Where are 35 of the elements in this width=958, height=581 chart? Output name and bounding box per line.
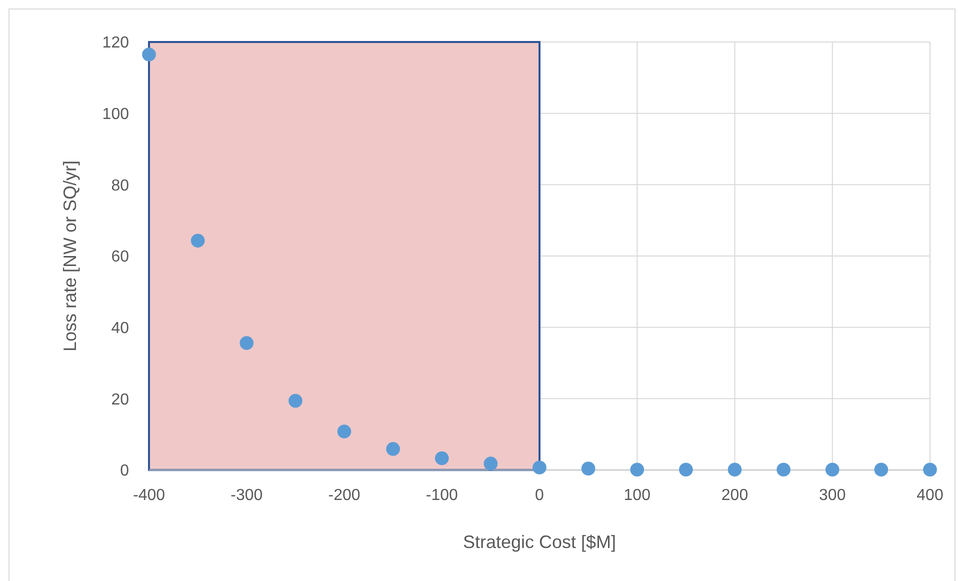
- x-tick-label: 300: [819, 487, 846, 504]
- point: [679, 462, 693, 477]
- point: [728, 462, 742, 477]
- x-tick-label: -300: [230, 487, 263, 504]
- point: [776, 462, 790, 477]
- point: [581, 462, 596, 476]
- y-tick-label: 60: [111, 248, 130, 266]
- y-tick-label: 40: [111, 320, 130, 337]
- x-tick-label: 100: [624, 487, 651, 504]
- point: [142, 48, 156, 62]
- y-tick-label: 20: [111, 391, 130, 408]
- point: [825, 462, 840, 477]
- point: [484, 456, 498, 470]
- y-tick-label: 80: [111, 177, 130, 194]
- point: [874, 462, 888, 477]
- point: [630, 462, 644, 477]
- point: [532, 460, 546, 474]
- y-axis-title: Loss rate [NW or SQ/yr]: [60, 160, 80, 352]
- y-tick-label: 100: [102, 106, 130, 123]
- x-tick-label: -100: [426, 487, 458, 504]
- x-axis-title: Strategic Cost [$M]: [462, 532, 616, 552]
- x-tick-label: -200: [328, 487, 360, 504]
- point: [386, 442, 400, 456]
- point: [923, 462, 937, 477]
- x-tick-label: 0: [535, 487, 544, 504]
- x-tick-label: 400: [916, 487, 944, 504]
- x-tick-label: 200: [721, 487, 748, 504]
- point: [434, 451, 449, 466]
- x-tick-label: -400: [132, 487, 166, 504]
- point: [190, 234, 205, 248]
- point: [337, 424, 352, 438]
- y-tick-label: 0: [120, 462, 130, 480]
- point: [240, 336, 254, 350]
- point: [288, 394, 302, 408]
- y-tick-label: 120: [102, 34, 130, 52]
